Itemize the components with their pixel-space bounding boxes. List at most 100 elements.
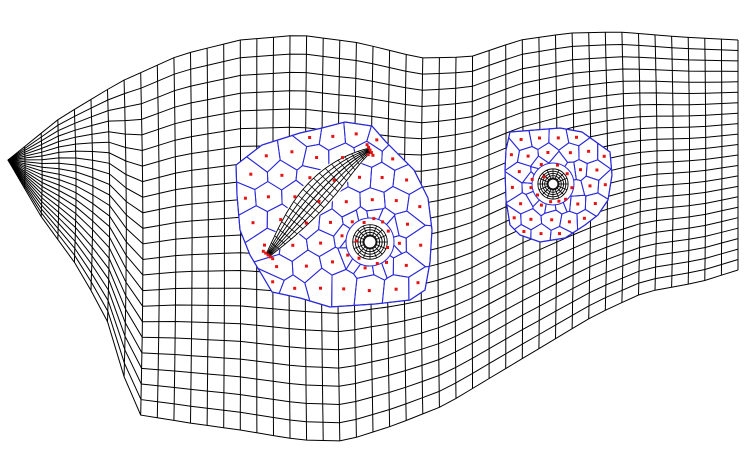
node-marker <box>530 186 533 189</box>
node-marker <box>513 216 516 219</box>
node-marker <box>511 186 514 189</box>
crack-tip-marker <box>371 154 374 157</box>
node-marker <box>275 265 278 268</box>
node-marker <box>305 265 308 268</box>
node-marker <box>594 202 597 205</box>
crack-tip-marker <box>271 257 274 260</box>
node-marker <box>543 175 546 178</box>
node-marker <box>319 287 322 290</box>
node-marker <box>331 260 334 263</box>
crack-tip-marker <box>370 151 373 154</box>
node-marker <box>333 179 336 182</box>
node-marker <box>386 246 389 249</box>
node-marker <box>329 221 332 224</box>
node-marker <box>564 198 567 201</box>
node-marker <box>280 174 283 177</box>
node-marker <box>372 217 375 220</box>
node-marker <box>371 198 374 201</box>
node-marker <box>395 199 398 202</box>
node-marker <box>604 183 607 186</box>
node-marker <box>267 195 270 198</box>
node-marker <box>418 205 421 208</box>
node-marker <box>583 217 586 220</box>
node-marker <box>527 155 530 158</box>
node-marker <box>363 221 366 224</box>
node-marker <box>293 195 296 198</box>
node-marker <box>249 173 252 176</box>
node-marker <box>522 230 525 233</box>
node-marker <box>358 257 361 260</box>
node-marker <box>540 163 543 166</box>
node-marker <box>375 138 378 141</box>
mesh-column-line <box>25 147 26 189</box>
node-marker <box>364 266 367 269</box>
node-marker <box>381 220 384 223</box>
node-marker <box>308 176 311 179</box>
node-marker <box>405 179 408 182</box>
node-marker <box>550 218 553 221</box>
node-marker <box>341 234 344 237</box>
node-marker <box>405 264 408 267</box>
node-marker <box>579 168 582 171</box>
node-marker <box>538 137 541 140</box>
node-marker <box>385 261 388 264</box>
node-marker <box>558 232 561 235</box>
node-marker <box>417 281 420 284</box>
node-marker <box>367 153 370 156</box>
node-marker <box>540 204 543 207</box>
node-marker <box>271 280 274 283</box>
node-marker <box>331 135 334 138</box>
node-marker <box>575 136 578 139</box>
node-marker <box>520 138 523 141</box>
node-marker <box>398 242 401 245</box>
node-marker <box>570 186 573 189</box>
node-marker <box>319 242 322 245</box>
node-marker <box>342 287 345 290</box>
node-marker <box>381 176 384 179</box>
node-marker <box>263 244 266 247</box>
node-marker <box>368 289 371 292</box>
node-marker <box>345 200 348 203</box>
node-marker <box>355 239 358 242</box>
node-marker <box>536 194 539 197</box>
node-marker <box>589 184 592 187</box>
node-marker <box>341 156 344 159</box>
node-marker <box>569 151 572 154</box>
node-marker <box>595 169 598 172</box>
node-marker <box>351 220 354 223</box>
node-marker <box>549 200 552 203</box>
hole-boundary <box>548 179 558 189</box>
node-marker <box>318 200 321 203</box>
node-marker <box>556 164 559 167</box>
node-marker <box>252 221 255 224</box>
node-marker <box>566 172 569 175</box>
node-marker <box>387 230 390 233</box>
crack-tip-marker <box>366 143 369 146</box>
node-marker <box>518 170 521 173</box>
node-marker <box>576 203 579 206</box>
node-marker <box>510 153 513 156</box>
node-marker <box>531 178 534 181</box>
node-marker <box>540 232 543 235</box>
node-marker <box>395 288 398 291</box>
node-marker <box>568 220 571 223</box>
node-marker <box>244 197 247 200</box>
mesh-column-line <box>721 39 722 275</box>
node-marker <box>265 154 268 157</box>
node-marker <box>291 244 294 247</box>
node-marker <box>419 244 422 247</box>
crack-tip-marker <box>369 149 372 152</box>
node-marker <box>376 262 379 265</box>
node-marker <box>406 223 409 226</box>
node-marker <box>391 157 394 160</box>
node-marker <box>308 136 311 139</box>
node-marker <box>305 222 308 225</box>
node-marker <box>355 132 358 135</box>
hole-boundary <box>364 236 376 248</box>
node-marker <box>587 150 590 153</box>
node-marker <box>603 155 606 158</box>
node-marker <box>315 156 318 159</box>
node-marker <box>557 200 560 203</box>
